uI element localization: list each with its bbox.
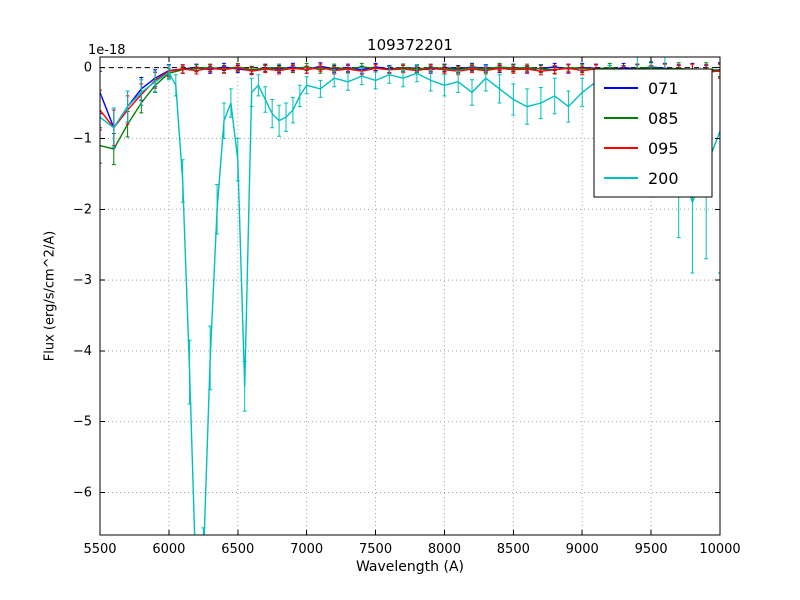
- legend-label-085: 085: [648, 109, 679, 128]
- x-tick-label: 8000: [428, 542, 461, 557]
- y-axis-offset-label: 1e-18: [88, 43, 126, 58]
- x-axis-label: Wavelength (A): [355, 559, 464, 575]
- y-tick-label: −6: [73, 486, 92, 501]
- legend-label-200: 200: [648, 169, 679, 188]
- x-tick-label: 7500: [359, 542, 392, 557]
- y-tick-label: −3: [73, 273, 92, 288]
- x-tick-label: 8500: [497, 542, 530, 557]
- x-tick-label: 10000: [699, 542, 740, 557]
- x-tick-label: 7000: [290, 542, 323, 557]
- y-tick-label: −2: [73, 202, 92, 217]
- x-tick-label: 9000: [566, 542, 599, 557]
- y-tick-label: −1: [73, 131, 92, 146]
- legend-label-071: 071: [648, 79, 679, 98]
- chart-title: 109372201: [367, 36, 453, 54]
- y-tick-label: 0: [84, 61, 92, 76]
- x-tick-label: 6500: [221, 542, 254, 557]
- axes-frame: [99, 56, 721, 536]
- x-tick-label: 6000: [152, 542, 185, 557]
- x-tick-label: 5500: [83, 542, 116, 557]
- y-axis-label: Flux (erg/s/cm^2/A): [42, 230, 58, 362]
- x-tick-label: 9500: [635, 542, 668, 557]
- legend-label-095: 095: [648, 139, 679, 158]
- y-tick-label: −4: [73, 344, 92, 359]
- legend-box: [593, 68, 713, 198]
- y-tick-label: −5: [73, 415, 92, 430]
